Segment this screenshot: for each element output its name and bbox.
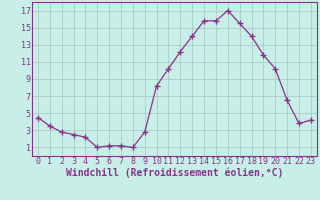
X-axis label: Windchill (Refroidissement éolien,°C): Windchill (Refroidissement éolien,°C) xyxy=(66,168,283,178)
